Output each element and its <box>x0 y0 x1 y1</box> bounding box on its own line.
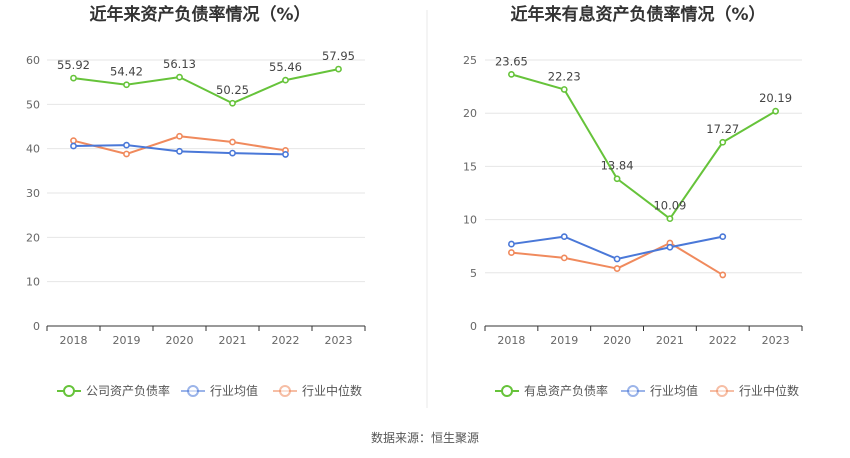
y-tick-label: 50 <box>26 98 40 111</box>
data-label: 22.23 <box>548 69 581 83</box>
data-point <box>508 249 515 256</box>
data-point <box>560 233 568 241</box>
data-point <box>229 149 236 157</box>
x-tick-label: 2020 <box>603 334 631 347</box>
chart-2: 0 5 10 15 20 25 2018 2019 2020 2021 2022 2023 23.65 2… <box>463 54 803 398</box>
data-point <box>666 243 674 251</box>
data-point <box>70 142 77 150</box>
data-point <box>70 137 77 145</box>
legend-item-1: 行业均值 <box>181 383 258 398</box>
x-tick-label: 2022 <box>709 334 737 347</box>
y-tick-label: 20 <box>26 231 40 244</box>
data-point <box>560 86 568 93</box>
chart-title-2: 近年来有息资产负债率情况（%） <box>510 4 765 25</box>
y-tick-label: 10 <box>26 276 40 289</box>
y-tick-label: 5 <box>470 267 477 280</box>
y-tick-label: 0 <box>470 320 477 333</box>
data-point <box>176 147 183 155</box>
data-point <box>123 81 130 89</box>
data-point <box>508 70 515 78</box>
legend-item-2: 行业中位数 <box>273 383 362 398</box>
data-source-note: 数据来源：恒生聚源 <box>371 430 479 445</box>
legend-item-0: 有息资产负债率 <box>495 383 608 398</box>
data-label: 56.13 <box>163 57 196 71</box>
legend-marker <box>716 385 728 397</box>
legend-label: 行业均值 <box>650 383 698 398</box>
legend-label: 公司资产负债率 <box>86 383 170 398</box>
y-tick-label: 10 <box>463 214 477 227</box>
data-point <box>282 76 289 84</box>
data-label: 55.46 <box>269 60 302 74</box>
y-tick-label: 60 <box>26 54 40 67</box>
data-label: 54.42 <box>110 65 143 79</box>
y-tick-label: 25 <box>463 54 477 67</box>
data-point <box>229 99 236 107</box>
y-tick-label: 20 <box>463 107 477 120</box>
data-point <box>772 107 779 115</box>
legend-label: 行业均值 <box>210 383 258 398</box>
x-tick-label: 2018 <box>497 334 525 347</box>
chart-1: 0 10 20 30 40 50 60 2018 2019 2020 2021 2022 2023 55.… <box>26 49 366 398</box>
y-tick-label: 15 <box>463 160 477 173</box>
data-point <box>666 215 674 223</box>
data-point <box>613 265 621 272</box>
series-line-0 <box>511 73 777 220</box>
data-label: 23.65 <box>495 54 528 68</box>
y-tick-label: 30 <box>26 187 40 200</box>
x-tick-label: 2023 <box>762 334 790 347</box>
data-point <box>719 271 727 279</box>
x-tick-label: 2023 <box>325 334 353 347</box>
data-point <box>560 254 568 262</box>
x-tick-label: 2021 <box>656 334 684 347</box>
data-point <box>719 233 727 241</box>
x-tick-label: 2019 <box>550 334 578 347</box>
legend-item-1: 行业均值 <box>621 383 698 398</box>
data-label: 57.95 <box>322 49 355 63</box>
data-point <box>123 141 130 149</box>
legend-marker <box>63 385 75 397</box>
data-point <box>176 73 183 81</box>
data-point <box>719 138 727 146</box>
data-point <box>282 151 289 158</box>
legend-label: 行业中位数 <box>302 383 362 398</box>
data-label: 55.92 <box>57 58 90 72</box>
x-tick-label: 2022 <box>272 334 300 347</box>
data-label: 17.27 <box>706 122 739 136</box>
data-point <box>613 175 621 183</box>
x-tick-label: 2018 <box>60 334 88 347</box>
x-tick-label: 2021 <box>219 334 247 347</box>
chart-title-1: 近年来资产负债率情况（%） <box>89 4 310 25</box>
y-tick-label: 0 <box>33 320 40 333</box>
data-point <box>335 65 342 73</box>
legend-marker <box>627 385 639 397</box>
y-tick-label: 40 <box>26 143 40 156</box>
data-point <box>229 138 236 146</box>
data-label: 50.25 <box>216 83 249 97</box>
data-point <box>123 150 130 158</box>
legend-label: 行业中位数 <box>739 383 799 398</box>
legend-marker <box>501 385 513 397</box>
data-label: 10.09 <box>653 199 686 213</box>
legend-label: 有息资产负债率 <box>524 383 608 398</box>
data-point <box>70 74 77 82</box>
data-point <box>613 255 621 263</box>
data-label: 20.19 <box>759 91 792 105</box>
data-label: 13.84 <box>601 159 634 173</box>
data-point <box>176 132 183 140</box>
x-tick-label: 2019 <box>113 334 141 347</box>
legend-marker <box>279 385 291 397</box>
legend-item-0: 公司资产负债率 <box>57 383 170 398</box>
data-point <box>508 240 515 248</box>
legend-item-2: 行业中位数 <box>710 383 799 398</box>
legend-marker <box>187 385 199 397</box>
series-line-0 <box>73 68 339 105</box>
x-tick-label: 2020 <box>166 334 194 347</box>
